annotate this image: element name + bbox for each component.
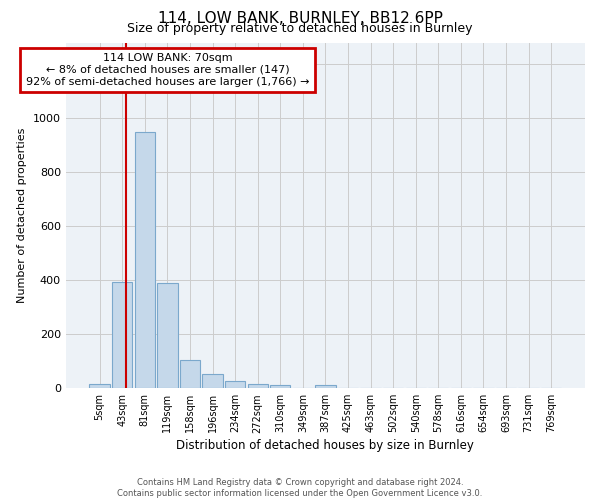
Text: Contains HM Land Registry data © Crown copyright and database right 2024.
Contai: Contains HM Land Registry data © Crown c… [118, 478, 482, 498]
Bar [248, 384, 268, 388]
Bar [89, 384, 110, 388]
X-axis label: Distribution of detached houses by size in Burnley: Distribution of detached houses by size … [176, 440, 475, 452]
Text: 114, LOW BANK, BURNLEY, BB12 6PP: 114, LOW BANK, BURNLEY, BB12 6PP [158, 11, 442, 26]
Text: 114 LOW BANK: 70sqm
← 8% of detached houses are smaller (147)
92% of semi-detach: 114 LOW BANK: 70sqm ← 8% of detached hou… [26, 54, 309, 86]
Bar [315, 385, 335, 388]
Y-axis label: Number of detached properties: Number of detached properties [17, 128, 27, 303]
Bar [112, 282, 133, 388]
Bar [270, 384, 290, 388]
Bar [134, 132, 155, 388]
Bar [202, 374, 223, 388]
Text: Size of property relative to detached houses in Burnley: Size of property relative to detached ho… [127, 22, 473, 35]
Bar [180, 360, 200, 388]
Bar [225, 382, 245, 388]
Bar [157, 283, 178, 388]
